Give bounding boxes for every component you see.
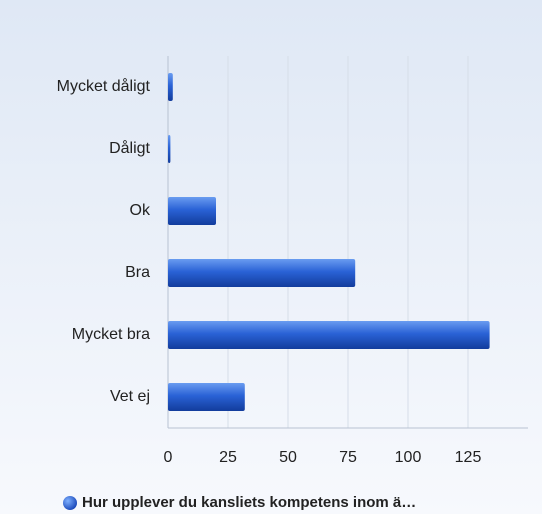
bar: [168, 321, 490, 349]
y-tick-label: Bra: [125, 264, 150, 281]
x-tick-label: 125: [455, 449, 482, 466]
bar: [168, 259, 356, 287]
legend-marker: [63, 496, 77, 510]
x-tick-label: 75: [339, 449, 357, 466]
x-tick-label: 0: [164, 449, 173, 466]
y-tick-label: Ok: [130, 202, 151, 219]
legend-label: Hur upplever du kansliets kompetens inom…: [82, 494, 416, 511]
y-tick-label: Dåligt: [109, 139, 150, 157]
bar: [168, 73, 173, 101]
x-tick-label: 100: [395, 449, 422, 466]
x-tick-label: 50: [279, 449, 297, 466]
y-tick-label: Vet ej: [110, 388, 150, 405]
bar: [168, 135, 171, 163]
y-tick-label: Mycket dåligt: [57, 77, 151, 95]
y-tick-label: Mycket bra: [72, 326, 150, 343]
bar: [168, 197, 216, 225]
bar: [168, 383, 245, 411]
x-tick-label: 25: [219, 449, 237, 466]
